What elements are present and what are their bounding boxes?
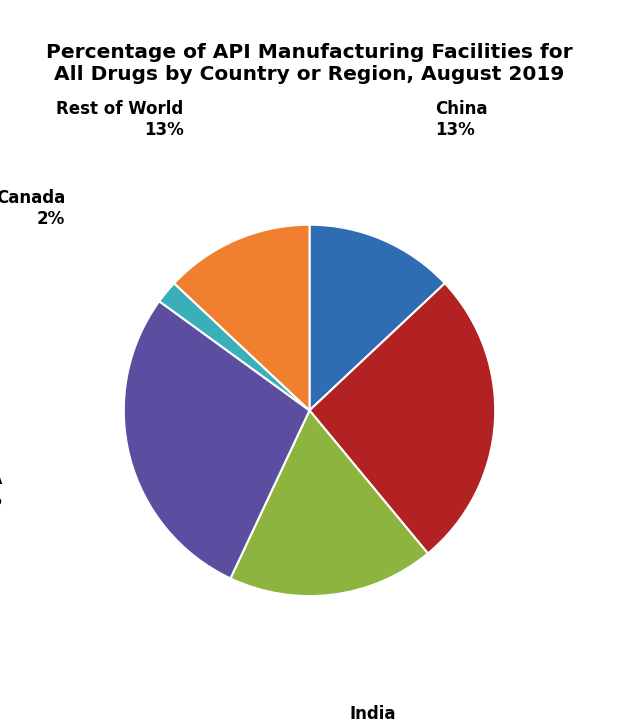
Wedge shape [174, 225, 310, 410]
Wedge shape [124, 301, 310, 578]
Text: USA
28%: USA 28% [0, 470, 2, 508]
Wedge shape [159, 283, 310, 410]
Text: Canada
2%: Canada 2% [0, 189, 65, 228]
Text: Percentage of API Manufacturing Facilities for
All Drugs by Country or Region, A: Percentage of API Manufacturing Faciliti… [46, 43, 573, 84]
Wedge shape [230, 410, 428, 596]
Text: Rest of World
13%: Rest of World 13% [56, 100, 184, 139]
Wedge shape [310, 283, 495, 554]
Wedge shape [310, 225, 445, 410]
Text: China
13%: China 13% [435, 100, 488, 139]
Text: India
18%: India 18% [349, 706, 396, 720]
